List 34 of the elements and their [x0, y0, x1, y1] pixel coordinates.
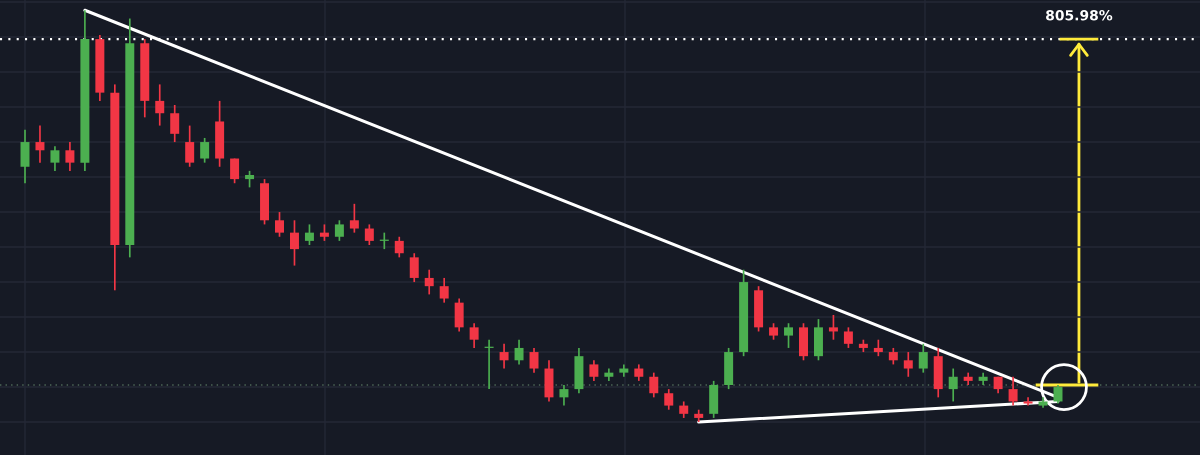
candlestick — [903, 351, 913, 378]
candlestick — [35, 124, 45, 164]
candlestick — [784, 322, 794, 349]
candlestick — [843, 326, 853, 349]
candlestick — [559, 384, 569, 407]
candlestick — [514, 338, 524, 366]
candlestick — [529, 347, 539, 374]
annotation: 805.98% — [1046, 9, 1113, 21]
candlestick — [334, 219, 344, 242]
candlestick — [649, 371, 659, 399]
candlestick — [409, 252, 419, 283]
candlestick — [589, 359, 599, 382]
candlestick — [275, 211, 284, 238]
candlestick — [364, 223, 374, 246]
candlestick — [424, 268, 434, 296]
candlestick — [664, 388, 674, 411]
candlestick — [289, 219, 299, 267]
candlestick — [439, 277, 449, 304]
candlestick — [65, 141, 75, 172]
candlestick — [918, 342, 928, 374]
candlestick — [185, 124, 195, 168]
candlestick — [948, 367, 958, 403]
candlestick — [469, 322, 479, 349]
candlestick — [170, 104, 180, 143]
candlestick — [200, 137, 210, 164]
candlestick — [50, 145, 60, 172]
candlestick — [304, 223, 314, 246]
candlestick — [155, 83, 165, 127]
candlestick — [828, 314, 838, 341]
candlestick — [230, 157, 240, 185]
candlestick — [499, 342, 509, 370]
candlestick — [349, 202, 359, 234]
candlestick — [1008, 375, 1018, 407]
candlestick — [394, 235, 404, 259]
